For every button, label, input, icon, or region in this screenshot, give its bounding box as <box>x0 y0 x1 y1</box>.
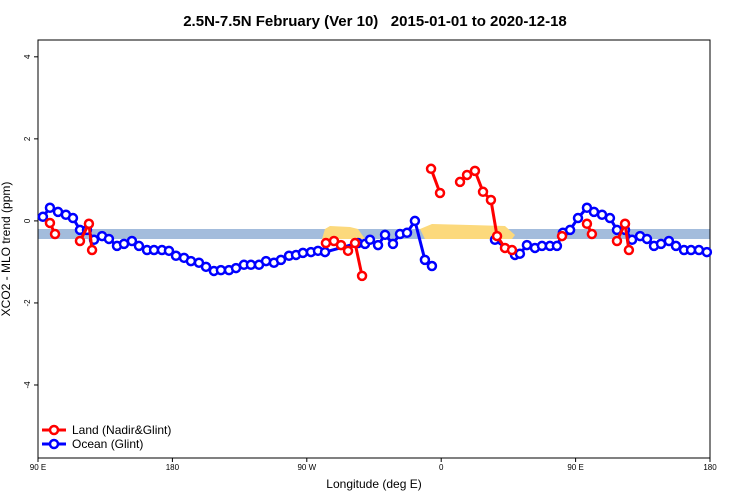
point <box>619 218 631 230</box>
land-band <box>322 226 365 239</box>
point <box>454 176 466 188</box>
legend-label: Land (Nadir&Glint) <box>72 423 171 437</box>
point <box>434 187 446 199</box>
point <box>485 194 497 206</box>
x-tick-label: 0 <box>439 463 444 472</box>
point <box>586 228 598 240</box>
point <box>379 229 391 241</box>
point <box>419 254 431 266</box>
point <box>349 237 361 249</box>
point <box>163 245 175 257</box>
point <box>477 186 489 198</box>
x-tick-label: 90 W <box>297 463 316 472</box>
x-tick-label: 90 E <box>567 463 583 472</box>
y-tick-label: -4 <box>23 381 32 389</box>
point <box>215 264 227 276</box>
series-line <box>48 168 631 277</box>
y-tick-label: 2 <box>23 136 32 141</box>
point <box>133 240 145 252</box>
point <box>663 235 675 247</box>
point <box>387 238 399 250</box>
point <box>297 247 309 259</box>
legend-label: Ocean (Glint) <box>72 437 143 451</box>
point <box>372 239 384 251</box>
legend-marker <box>48 424 60 436</box>
point <box>364 234 376 246</box>
x-tick-label: 180 <box>166 463 180 472</box>
point <box>342 245 354 257</box>
point <box>611 235 623 247</box>
point <box>425 163 437 175</box>
point <box>572 212 584 224</box>
point <box>426 260 438 272</box>
point <box>514 248 526 259</box>
x-tick-label: 90 E <box>30 463 46 472</box>
point <box>49 228 61 240</box>
point <box>83 218 95 230</box>
point <box>335 239 347 251</box>
point <box>74 235 86 247</box>
point <box>67 212 79 224</box>
x-axis-label: Longitude (deg E) <box>326 477 421 491</box>
point <box>623 244 635 256</box>
point <box>588 206 600 218</box>
point <box>103 233 115 245</box>
point <box>461 169 473 181</box>
y-tick-label: 4 <box>23 54 32 59</box>
point <box>44 202 56 214</box>
land-band <box>420 224 515 239</box>
ocean-band <box>38 229 710 239</box>
point <box>556 230 568 242</box>
point <box>641 233 653 245</box>
y-axis-label: XCO2 - MLO trend (ppm) <box>0 182 13 317</box>
point <box>275 254 287 266</box>
point <box>409 215 421 227</box>
y-tick-label: -2 <box>23 299 32 307</box>
point <box>701 246 713 258</box>
chart-title: 2.5N-7.5N February (Ver 10) 2015-01-01 t… <box>183 13 567 30</box>
point <box>491 230 503 242</box>
point <box>126 235 138 247</box>
point <box>670 240 682 252</box>
point <box>185 255 197 267</box>
point <box>356 270 368 282</box>
point <box>320 237 332 249</box>
point <box>37 211 49 223</box>
point <box>521 239 533 251</box>
y-tick-label: 0 <box>23 218 32 223</box>
point <box>86 244 98 256</box>
legend-marker <box>48 438 60 450</box>
point <box>604 212 616 224</box>
point <box>469 165 481 177</box>
point <box>200 261 212 273</box>
point <box>564 224 576 236</box>
point <box>44 217 56 229</box>
point <box>245 259 257 271</box>
point <box>581 218 593 230</box>
point <box>551 240 563 252</box>
point <box>401 227 413 239</box>
point <box>319 246 331 258</box>
point <box>506 244 518 256</box>
point <box>170 250 182 262</box>
x-tick-label: 180 <box>703 463 717 472</box>
